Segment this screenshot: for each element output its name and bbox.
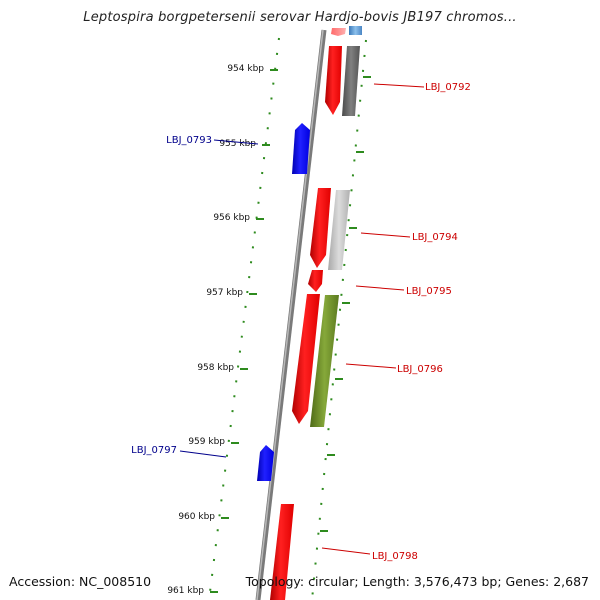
label-connectors: [179, 83, 425, 555]
tick-label: 958 kbp: [197, 363, 234, 373]
gene-arrow-LBJ_0793: [292, 123, 310, 174]
gene-label-LBJ_0798[interactable]: LBJ_0798: [372, 551, 418, 562]
ruler-ticks: 954 kbp 955 kbp 956 kbp 957 kbp 958 kbp …: [167, 64, 278, 596]
cog-bar-LBJ_0794: [328, 190, 350, 270]
topology-text: Topology: circular; Length: 3,576,473 bp…: [245, 574, 589, 589]
tick-label: 959 kbp: [188, 437, 225, 447]
gene-arrow-LBJ_0795: [308, 270, 323, 292]
gene-label-LBJ_0793[interactable]: LBJ_0793: [166, 135, 212, 146]
gene-arrow-LBJ_0794: [310, 188, 331, 268]
gene-label-LBJ_0796[interactable]: LBJ_0796: [397, 364, 443, 375]
gene-label-LBJ_0792[interactable]: LBJ_0792: [425, 82, 471, 93]
gene-label-LBJ_0795[interactable]: LBJ_0795: [406, 286, 452, 297]
tick-label: 961 kbp: [167, 586, 204, 596]
backbone: [255, 29, 327, 600]
tick-label: 955 kbp: [219, 139, 256, 149]
ruler-right: [311, 39, 367, 600]
gene-arrow-LBJ_0797: [257, 445, 274, 481]
tick-label: 960 kbp: [178, 512, 215, 522]
gene-label-LBJ_0797[interactable]: LBJ_0797: [131, 445, 177, 456]
right-ruler-ticks: [320, 76, 371, 532]
cog-partial-top: [349, 26, 362, 35]
gene-label-LBJ_0794[interactable]: LBJ_0794: [412, 232, 458, 243]
map-title: Leptospira borgpetersenii serovar Hardjo…: [83, 10, 517, 25]
tick-label: 956 kbp: [213, 213, 250, 223]
gene-arrow-LBJ_0792: [325, 46, 342, 115]
accession-text: Accession: NC_008510: [9, 574, 152, 589]
tick-label: 957 kbp: [206, 288, 243, 298]
gene-arrow-LBJ_0798: [270, 504, 294, 600]
tick-label: 954 kbp: [227, 64, 264, 74]
cog-bar-LBJ_0796: [310, 295, 339, 427]
cog-bar-LBJ_0792: [342, 46, 360, 116]
backbone-highlight: [256, 29, 324, 600]
gene-arrow-LBJ_0796: [292, 294, 320, 424]
feature-partial-top: [331, 28, 346, 36]
